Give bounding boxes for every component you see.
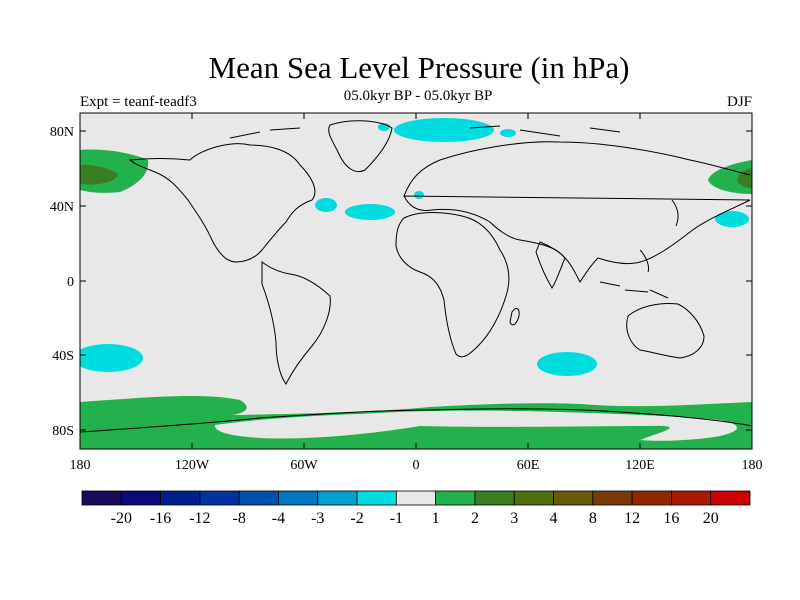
north-pacific-positive-anomaly-east — [708, 160, 752, 194]
colorbar-swatch — [238, 490, 279, 506]
maritime-continent-coastline — [599, 249, 669, 299]
atlantic-negative-anomaly-east — [345, 204, 395, 220]
map-background — [80, 113, 752, 449]
colorbar-label: -20 — [111, 510, 132, 527]
x-tick-label: 180 — [70, 458, 91, 473]
colorbar-swatch — [395, 490, 437, 506]
x-tick-label: 0 — [413, 458, 420, 473]
colorbar-swatch — [278, 490, 319, 506]
map-title: Mean Sea Level Pressure (in hPa) — [208, 50, 630, 85]
australia-coastline — [626, 303, 705, 359]
colorbar-swatch — [435, 490, 476, 506]
antarctica-coastline — [80, 408, 752, 433]
season-label: DJF — [726, 94, 752, 110]
madagascar-coastline — [509, 308, 520, 326]
colorbar-swatch — [474, 490, 515, 506]
colorbar-swatch — [710, 490, 751, 506]
experiment-label: Expt = teanf-teadf3 — [80, 94, 197, 110]
colorbar-label: 20 — [703, 510, 719, 527]
antarctica-neutral-area — [214, 410, 737, 441]
colorbar-swatch — [513, 490, 554, 506]
colorbar-swatch — [671, 490, 712, 506]
colorbar-label: 8 — [589, 510, 597, 527]
arctic-negative-anomaly — [394, 118, 494, 142]
y-tick-label: 40S — [52, 349, 74, 364]
colorbar-label: -2 — [350, 510, 363, 527]
y-tick-label: 0 — [67, 275, 74, 290]
japan-coastline — [671, 199, 679, 227]
north-america-coastline — [128, 143, 316, 263]
africa-coastline — [395, 212, 510, 358]
colorbar-swatch — [199, 490, 240, 506]
colorbar-label: 16 — [663, 510, 679, 527]
south-america-coastline — [261, 261, 331, 385]
colorbar-label: 1 — [432, 510, 440, 527]
colorbar-label: 12 — [624, 510, 640, 527]
colorbar-label: 4 — [550, 510, 558, 527]
y-tick-label: 40N — [50, 200, 74, 215]
x-tick-label: 60W — [290, 458, 318, 473]
x-tick-label: 180 — [742, 458, 763, 473]
colorbar: -20 -16 -12 -8 -4 -3 -2 -1 1 2 3 4 8 12 16 20 — [81, 490, 751, 527]
colorbar-swatch — [317, 490, 358, 506]
greenland-coastline — [328, 120, 393, 173]
map-subtitle: 05.0kyr BP - 05.0kyr BP — [343, 88, 493, 104]
iberia-negative-anomaly — [414, 191, 424, 199]
colorbar-swatch — [120, 490, 161, 506]
pressure-anomaly-fields — [80, 118, 752, 449]
barents-negative-anomaly — [500, 129, 516, 137]
colorbar-label: 2 — [471, 510, 479, 527]
y-tick-label: 80N — [50, 125, 74, 140]
colorbar-swatch — [631, 490, 672, 506]
x-tick-label: 60E — [517, 458, 540, 473]
india-coastline — [535, 241, 566, 289]
atlantic-negative-anomaly-west — [315, 198, 337, 212]
south-pacific-negative-anomaly — [80, 344, 143, 372]
coastlines — [80, 120, 752, 433]
x-tick-label: 120E — [625, 458, 655, 473]
colorbar-label: -12 — [189, 510, 210, 527]
colorbar-swatch — [356, 490, 397, 506]
colorbar-label: 3 — [510, 510, 518, 527]
x-tick-label: 120W — [175, 458, 210, 473]
y-tick-label: 80S — [52, 424, 74, 439]
colorbar-swatch — [160, 490, 201, 506]
axis-ticks: 80N 40N 0 40S 80S 180 120W 60W 0 60E 120E 180 — [50, 113, 763, 473]
colorbar-label: -3 — [311, 510, 324, 527]
colorbar-label: -1 — [390, 510, 403, 527]
colorbar-swatch — [553, 490, 594, 506]
indian-ocean-negative-anomaly — [537, 352, 597, 376]
eurasia-coastline — [403, 141, 751, 283]
colorbar-label: -16 — [150, 510, 171, 527]
colorbar-swatch — [592, 490, 633, 506]
arctic-islands-coastline — [229, 125, 621, 139]
colorbar-label: -4 — [272, 510, 285, 527]
west-pacific-negative-anomaly — [715, 211, 749, 227]
colorbar-swatch — [81, 490, 122, 506]
colorbar-label: -8 — [233, 510, 246, 527]
north-pacific-strong-anomaly-west — [80, 164, 118, 185]
